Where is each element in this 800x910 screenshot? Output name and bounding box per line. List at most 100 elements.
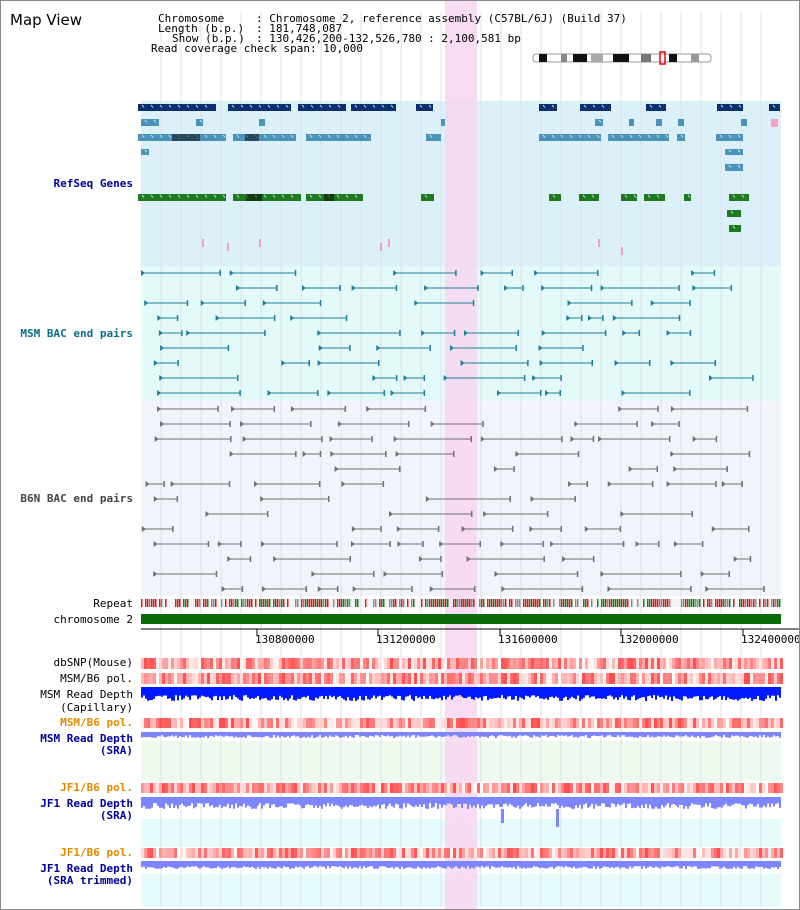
read-depth-bar: [309, 687, 311, 700]
read-depth-bar: [253, 732, 255, 738]
heat-cell: [597, 718, 600, 728]
read-depth-bar: [749, 861, 751, 869]
gene-feature: [233, 134, 296, 141]
read-depth-bar: [759, 687, 761, 701]
track-label-msm-b6-pol-sra[interactable]: MSM/B6 pol.: [60, 716, 133, 729]
read-depth-bar: [549, 861, 551, 868]
heat-cell: [561, 783, 564, 793]
heat-cell: [237, 718, 240, 728]
heat-cell: [621, 718, 624, 728]
repeat-element: [747, 599, 749, 607]
read-depth-bar: [235, 687, 237, 697]
heat-cell: [729, 848, 732, 858]
read-depth-bar: [359, 861, 361, 867]
track-label-jf1-depth-sra[interactable]: JF1 Read Depth: [40, 797, 133, 810]
gene-strand-mark: [741, 194, 745, 198]
read-depth-bar: [611, 861, 613, 868]
bac-end-marker: [267, 390, 272, 396]
repeat-element: [283, 599, 285, 607]
repeat-element: [589, 599, 591, 607]
track-label-jf1-b6-pol-trim[interactable]: JF1/B6 pol.: [60, 846, 133, 859]
track-label-msm-b6-pol[interactable]: MSM/B6 pol.: [60, 672, 133, 685]
heat-cell: [258, 658, 261, 669]
read-depth-bar: [547, 732, 549, 738]
heat-cell: [309, 658, 312, 669]
read-depth-bar: [721, 797, 723, 808]
heat-cell: [423, 783, 426, 793]
bac-end-marker: [244, 300, 246, 306]
heat-cell: [333, 718, 336, 728]
repeat-element: [651, 599, 653, 607]
read-depth-bar: [569, 732, 571, 736]
read-depth-bar: [307, 732, 309, 737]
track-label-jf1-depth-trim[interactable]: JF1 Read Depth: [40, 862, 133, 875]
read-depth-bar: [435, 861, 437, 868]
heat-cell: [273, 783, 276, 793]
track-label-msm-bac[interactable]: MSM BAC end pairs: [20, 327, 133, 340]
repeat-element: [261, 599, 263, 607]
heat-cell: [687, 783, 690, 793]
heat-cell: [642, 848, 645, 858]
bac-end-marker: [504, 285, 509, 291]
read-depth-bar: [635, 732, 637, 738]
heat-cell: [747, 783, 750, 793]
read-depth-bar: [253, 687, 255, 699]
read-depth-bar: [585, 687, 587, 696]
read-depth-bar: [565, 732, 567, 736]
heat-cell: [576, 718, 579, 728]
heat-cell: [513, 718, 516, 728]
ideogram-band: [591, 54, 603, 62]
heat-cell: [441, 783, 444, 793]
heat-cell: [486, 783, 489, 793]
heat-cell: [627, 658, 630, 669]
heat-cell: [165, 673, 168, 684]
heat-cell: [672, 658, 675, 669]
track-label-msm-depth-capillary[interactable]: MSM Read Depth: [40, 688, 133, 701]
read-depth-bar: [191, 861, 193, 867]
repeat-element: [215, 599, 217, 607]
read-depth-bar: [285, 861, 287, 868]
track-label-msm-depth-sra[interactable]: MSM Read Depth: [40, 732, 133, 745]
repeat-element: [639, 599, 641, 607]
heat-cell: [186, 783, 189, 793]
read-depth-spike: [501, 809, 504, 823]
track-label-dbsnp[interactable]: dbSNP(Mouse): [53, 656, 133, 669]
read-depth-bar: [771, 732, 773, 738]
read-depth-bar: [263, 861, 265, 868]
heat-cell: [339, 673, 342, 684]
read-depth-bar: [529, 861, 531, 869]
bac-end-marker: [713, 270, 716, 276]
track-label-refseq[interactable]: RefSeq Genes: [53, 177, 133, 190]
bac-end-marker: [678, 421, 680, 427]
read-depth-bar: [625, 861, 627, 869]
read-depth-bar: [473, 861, 475, 869]
heat-cell: [231, 848, 234, 858]
heat-cell: [579, 783, 582, 793]
heat-cell: [255, 783, 258, 793]
track-label-jf1-b6-pol[interactable]: JF1/B6 pol.: [60, 781, 133, 794]
heat-cell: [585, 673, 588, 684]
heat-cell: [735, 673, 738, 684]
heat-cell: [420, 658, 423, 669]
ideogram-band: [613, 54, 629, 62]
read-depth-bar: [265, 732, 267, 736]
gene-strand-mark: [319, 104, 323, 108]
heat-cell: [267, 658, 270, 669]
track-label-b6n-bac[interactable]: B6N BAC end pairs: [20, 492, 133, 505]
read-depth-bar: [653, 861, 655, 868]
heat-cell: [333, 783, 336, 793]
gene-strand-mark: [354, 134, 358, 138]
gene-strand-mark: [272, 134, 276, 138]
bac-end-marker: [295, 451, 297, 457]
read-depth-bar: [719, 861, 721, 869]
heat-cell: [405, 658, 408, 669]
heat-cell: [249, 718, 252, 728]
heat-cell: [687, 673, 690, 684]
gene-strand-mark: [318, 134, 322, 138]
read-depth-bar: [153, 797, 155, 804]
read-depth-bar: [531, 687, 533, 696]
repeat-element: [505, 599, 507, 607]
heat-cell: [606, 718, 609, 728]
repeat-element: [311, 599, 313, 607]
